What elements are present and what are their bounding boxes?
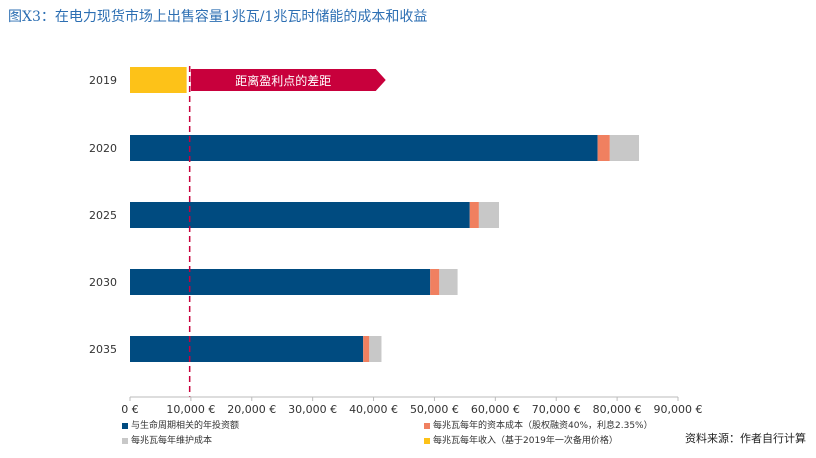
category-label-2035: 2035 bbox=[89, 343, 117, 356]
x-tick-label-5: 50,000 € bbox=[410, 403, 459, 416]
bar-2020-series-2 bbox=[609, 135, 640, 161]
x-tick-label-2: 20,000 € bbox=[227, 403, 276, 416]
gap-arrow bbox=[190, 69, 386, 91]
legend-label-revenue: 每兆瓦每年收入（基于2019年一次备用价格） bbox=[433, 436, 618, 446]
legend-label-capital: 每兆瓦每年的资本成本（股权融资40%，利息2.35%） bbox=[433, 421, 653, 431]
legend-label-investment: 与生命周期相关的年投资额 bbox=[131, 421, 240, 431]
x-tick-label-7: 70,000 € bbox=[532, 403, 581, 416]
x-tick-label-3: 30,000 € bbox=[288, 403, 337, 416]
x-tick-label-9: 90,000 € bbox=[654, 403, 703, 416]
category-label-2025: 2025 bbox=[89, 209, 117, 222]
category-label-2020: 2020 bbox=[89, 142, 117, 155]
x-tick-label-8: 80,000 € bbox=[593, 403, 642, 416]
x-tick-label-0: 0 € bbox=[121, 403, 139, 416]
legend-item-investment: 与生命周期相关的年投资额 bbox=[122, 418, 239, 431]
bar-2035-series-1 bbox=[363, 336, 370, 362]
gap-arrow-label: 距离盈利点的差距 bbox=[235, 73, 331, 88]
bar-2020-series-0 bbox=[130, 135, 598, 161]
x-tick-label-6: 60,000 € bbox=[471, 403, 520, 416]
legend-item-capital: 每兆瓦每年的资本成本（股权融资40%，利息2.35%） bbox=[424, 418, 653, 431]
legend-swatch-maintenance bbox=[122, 437, 128, 444]
legend-swatch-revenue bbox=[424, 437, 430, 444]
legend-swatch-investment bbox=[122, 422, 128, 429]
bar-2025-series-2 bbox=[478, 202, 499, 228]
bar-2035-series-2 bbox=[369, 336, 382, 362]
chart-title: 图X3：在电力现货市场上出售容量1兆瓦/1兆瓦时储能的成本和收益 bbox=[8, 9, 428, 25]
x-tick-label-4: 40,000 € bbox=[349, 403, 398, 416]
bar-2020-series-1 bbox=[597, 135, 610, 161]
legend-item-revenue: 每兆瓦每年收入（基于2019年一次备用价格） bbox=[424, 433, 618, 446]
legend-label-maintenance: 每兆瓦每年维护成本 bbox=[131, 436, 213, 446]
legend-swatch-capital bbox=[424, 422, 430, 429]
category-label-2019: 2019 bbox=[89, 74, 117, 87]
bar-2030-series-1 bbox=[430, 269, 440, 295]
bar-2030-series-0 bbox=[130, 269, 431, 295]
source-note: 资料来源：作者自行计算 bbox=[685, 432, 806, 445]
bar-2030-series-2 bbox=[439, 269, 458, 295]
x-tick-label-1: 10,000 € bbox=[166, 403, 215, 416]
legend-item-maintenance: 每兆瓦每年维护成本 bbox=[122, 433, 212, 446]
bar-2025-series-1 bbox=[469, 202, 479, 228]
category-label-2030: 2030 bbox=[89, 276, 117, 289]
bar-2035-series-0 bbox=[130, 336, 364, 362]
bar-2025-series-0 bbox=[130, 202, 470, 228]
bar-2019-series-3 bbox=[130, 67, 187, 93]
